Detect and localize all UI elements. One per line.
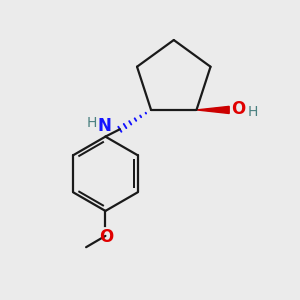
Text: N: N — [98, 117, 112, 135]
Text: H: H — [86, 116, 97, 130]
Text: O: O — [99, 228, 113, 246]
Text: H: H — [248, 105, 258, 119]
Text: O: O — [231, 100, 245, 118]
Polygon shape — [196, 106, 229, 113]
